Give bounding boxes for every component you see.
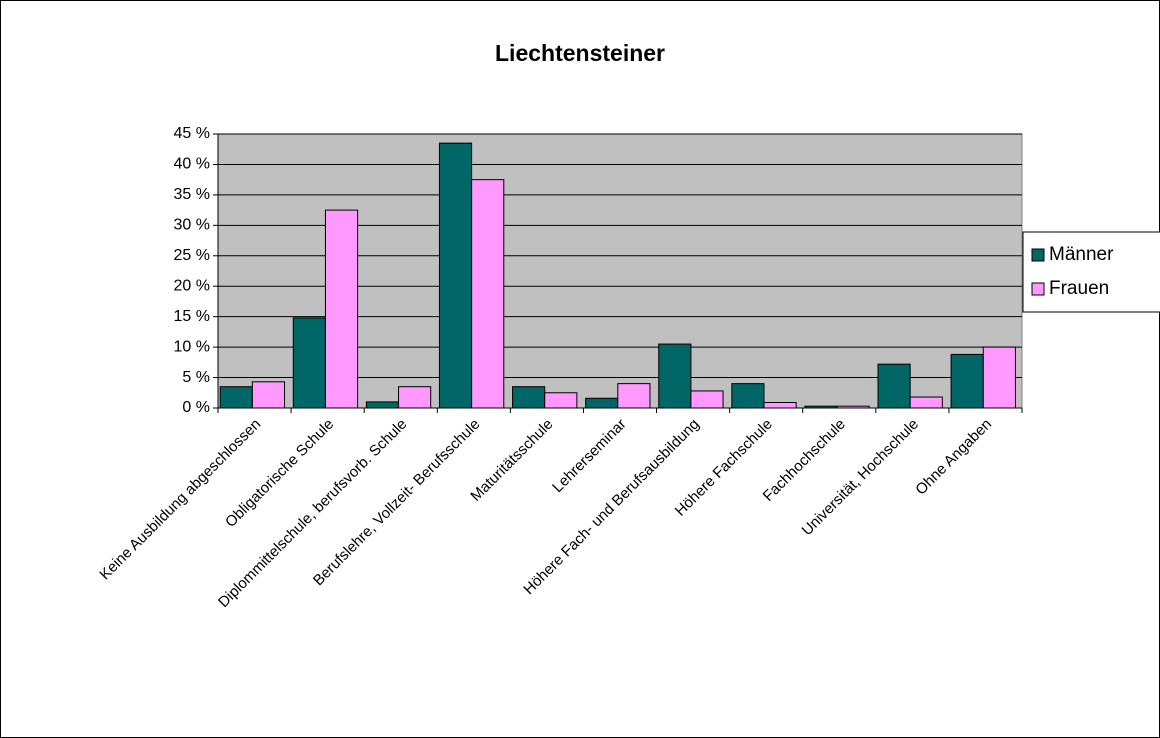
bar [585,397,619,409]
bar [690,390,724,409]
y-tick-label: 15 % [174,308,210,325]
legend-swatch [1031,282,1045,296]
y-tick-label: 45 % [174,125,210,142]
bar [471,179,505,409]
bar [438,142,473,409]
legend-box [1022,231,1160,313]
bar [982,346,1016,409]
bar [544,392,578,409]
legend-swatch [1031,248,1045,262]
legend-label: Männer [1049,244,1114,265]
bar [950,353,984,409]
y-tick-label: 10 % [174,338,210,355]
bar [219,386,253,409]
bar [909,396,943,409]
y-tick-label: 25 % [174,247,210,264]
y-tick-label: 35 % [174,186,210,203]
bar [658,343,692,409]
y-tick-label: 20 % [174,277,210,294]
chart-title: Liechtensteiner [495,40,665,66]
bar [251,381,286,409]
legend-label: Frauen [1049,278,1109,299]
y-tick-label: 30 % [174,217,210,234]
y-tick-label: 0 % [182,399,210,416]
bar [398,386,432,409]
bar [324,209,359,409]
bar [877,363,911,409]
bar [365,401,400,409]
bar [617,383,651,409]
bar [292,317,326,409]
y-tick-label: 40 % [174,156,210,173]
bar [763,402,797,409]
bar [512,386,546,409]
y-tick-label: 5 % [182,369,210,386]
bar [731,383,765,409]
